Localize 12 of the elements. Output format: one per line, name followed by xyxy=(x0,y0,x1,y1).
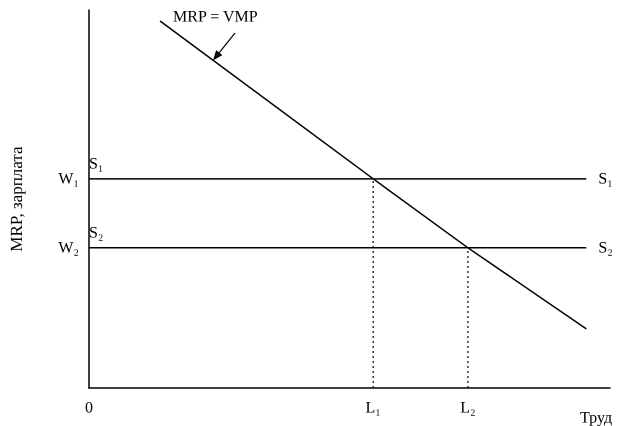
y-axis-title: MRP, зарплата xyxy=(7,146,26,252)
text: S₁ xyxy=(598,170,613,188)
series-label: S₁ xyxy=(89,155,104,172)
text: W₁ xyxy=(58,170,79,188)
x-tick-label: L₁ xyxy=(366,400,381,416)
x-axis-title: Труд xyxy=(580,410,612,426)
x-tick-label: 0 xyxy=(85,400,93,416)
text: S₂ xyxy=(598,239,613,256)
text: W₂ xyxy=(58,239,79,256)
series-label: S₂ xyxy=(89,224,104,242)
series-label: MRP = VMP xyxy=(173,8,258,26)
x-tick-label: L₂ xyxy=(460,400,476,416)
